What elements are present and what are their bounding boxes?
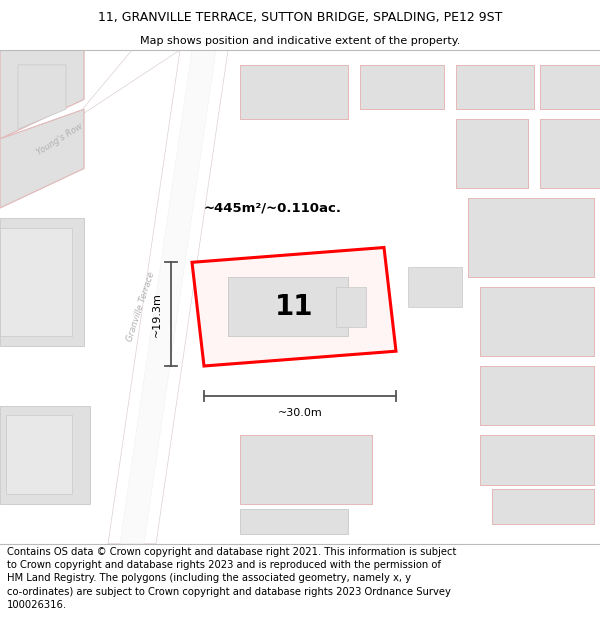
- Text: 11, GRANVILLE TERRACE, SUTTON BRIDGE, SPALDING, PE12 9ST: 11, GRANVILLE TERRACE, SUTTON BRIDGE, SP…: [98, 11, 502, 24]
- Polygon shape: [192, 248, 396, 366]
- Bar: [468, 198, 594, 277]
- Bar: [0, 228, 72, 336]
- Bar: [240, 509, 348, 534]
- Text: Young's Row: Young's Row: [35, 121, 85, 157]
- Bar: [456, 65, 534, 109]
- Bar: [228, 277, 348, 336]
- Polygon shape: [0, 406, 90, 504]
- Bar: [468, 198, 594, 277]
- Bar: [336, 287, 366, 326]
- Bar: [456, 119, 528, 188]
- Polygon shape: [0, 109, 84, 208]
- Bar: [492, 489, 594, 524]
- Bar: [240, 65, 348, 119]
- Polygon shape: [0, 50, 180, 208]
- Text: ~30.0m: ~30.0m: [278, 408, 322, 418]
- Polygon shape: [0, 218, 84, 346]
- Bar: [6, 416, 72, 494]
- Bar: [240, 435, 372, 504]
- Bar: [360, 65, 444, 109]
- Polygon shape: [18, 65, 66, 129]
- Bar: [540, 119, 600, 188]
- Bar: [480, 366, 594, 425]
- Bar: [240, 435, 372, 504]
- Polygon shape: [0, 50, 84, 139]
- Bar: [456, 65, 534, 109]
- Bar: [480, 435, 594, 484]
- Bar: [480, 287, 594, 356]
- Polygon shape: [108, 50, 228, 544]
- Bar: [480, 366, 594, 425]
- Bar: [540, 119, 600, 188]
- Text: ~445m²/~0.110ac.: ~445m²/~0.110ac.: [204, 201, 342, 214]
- Bar: [456, 119, 528, 188]
- Bar: [240, 65, 348, 119]
- Text: Granville Terrace: Granville Terrace: [125, 271, 157, 342]
- Bar: [540, 65, 600, 109]
- Bar: [408, 268, 462, 307]
- Bar: [480, 287, 594, 356]
- Bar: [492, 489, 594, 524]
- Polygon shape: [120, 50, 216, 544]
- Bar: [360, 65, 444, 109]
- Text: ~19.3m: ~19.3m: [152, 292, 162, 337]
- Text: Contains OS data © Crown copyright and database right 2021. This information is : Contains OS data © Crown copyright and d…: [7, 547, 457, 610]
- Bar: [540, 65, 600, 109]
- Bar: [480, 435, 594, 484]
- Text: Map shows position and indicative extent of the property.: Map shows position and indicative extent…: [140, 36, 460, 46]
- Text: 11: 11: [275, 292, 313, 321]
